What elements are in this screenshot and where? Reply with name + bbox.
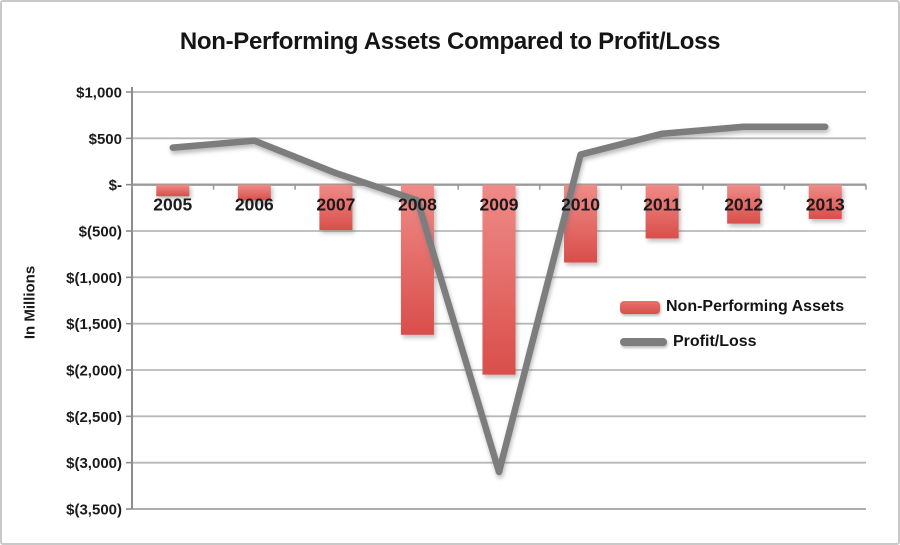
- year-label-2010: 2010: [561, 195, 600, 215]
- legend-item-profit-loss: Profit/Loss: [620, 333, 844, 351]
- bar-2005: [156, 184, 190, 197]
- y-tick-label: $(1,000): [66, 270, 122, 287]
- legend: Non-Performing Assets Profit/Loss: [620, 298, 844, 351]
- year-label-2008: 2008: [398, 195, 437, 215]
- line-series-swatch-icon: [620, 338, 667, 346]
- y-tick-label: $(500): [79, 224, 122, 241]
- year-label-2007: 2007: [316, 195, 355, 215]
- y-tick-label: $(2,000): [66, 363, 122, 380]
- bar-2011: [645, 184, 679, 239]
- legend-label: Profit/Loss: [673, 333, 757, 350]
- bar-series-swatch-icon: [620, 300, 660, 314]
- y-tick-label: $(3,500): [66, 502, 122, 519]
- y-tick-label: $-: [109, 177, 122, 194]
- bar-2006: [237, 184, 271, 201]
- year-label-2006: 2006: [235, 195, 274, 215]
- y-tick-label: $500: [89, 131, 122, 148]
- bar-2012: [727, 184, 761, 224]
- y-tick-label: $(1,500): [66, 316, 122, 333]
- profit-loss-line: [169, 123, 829, 476]
- y-tick-label: $(2,500): [66, 409, 122, 426]
- chart-title: Non-Performing Assets Compared to Profit…: [179, 28, 721, 55]
- bar-2007: [319, 184, 353, 231]
- year-label-2012: 2012: [724, 195, 763, 215]
- y-tick-label: $(3,000): [66, 455, 122, 472]
- bar-2013: [808, 184, 842, 219]
- y-tick-label: $1,000: [76, 85, 122, 102]
- bar-2009: [482, 184, 516, 375]
- year-label-2009: 2009: [480, 195, 519, 215]
- year-label-2011: 2011: [643, 195, 681, 215]
- legend-label: Non-Performing Assets: [666, 298, 845, 315]
- year-label-2005: 2005: [153, 195, 192, 215]
- legend-item-non-performing-assets: Non-Performing Assets: [620, 298, 844, 316]
- year-label-2013: 2013: [806, 195, 845, 215]
